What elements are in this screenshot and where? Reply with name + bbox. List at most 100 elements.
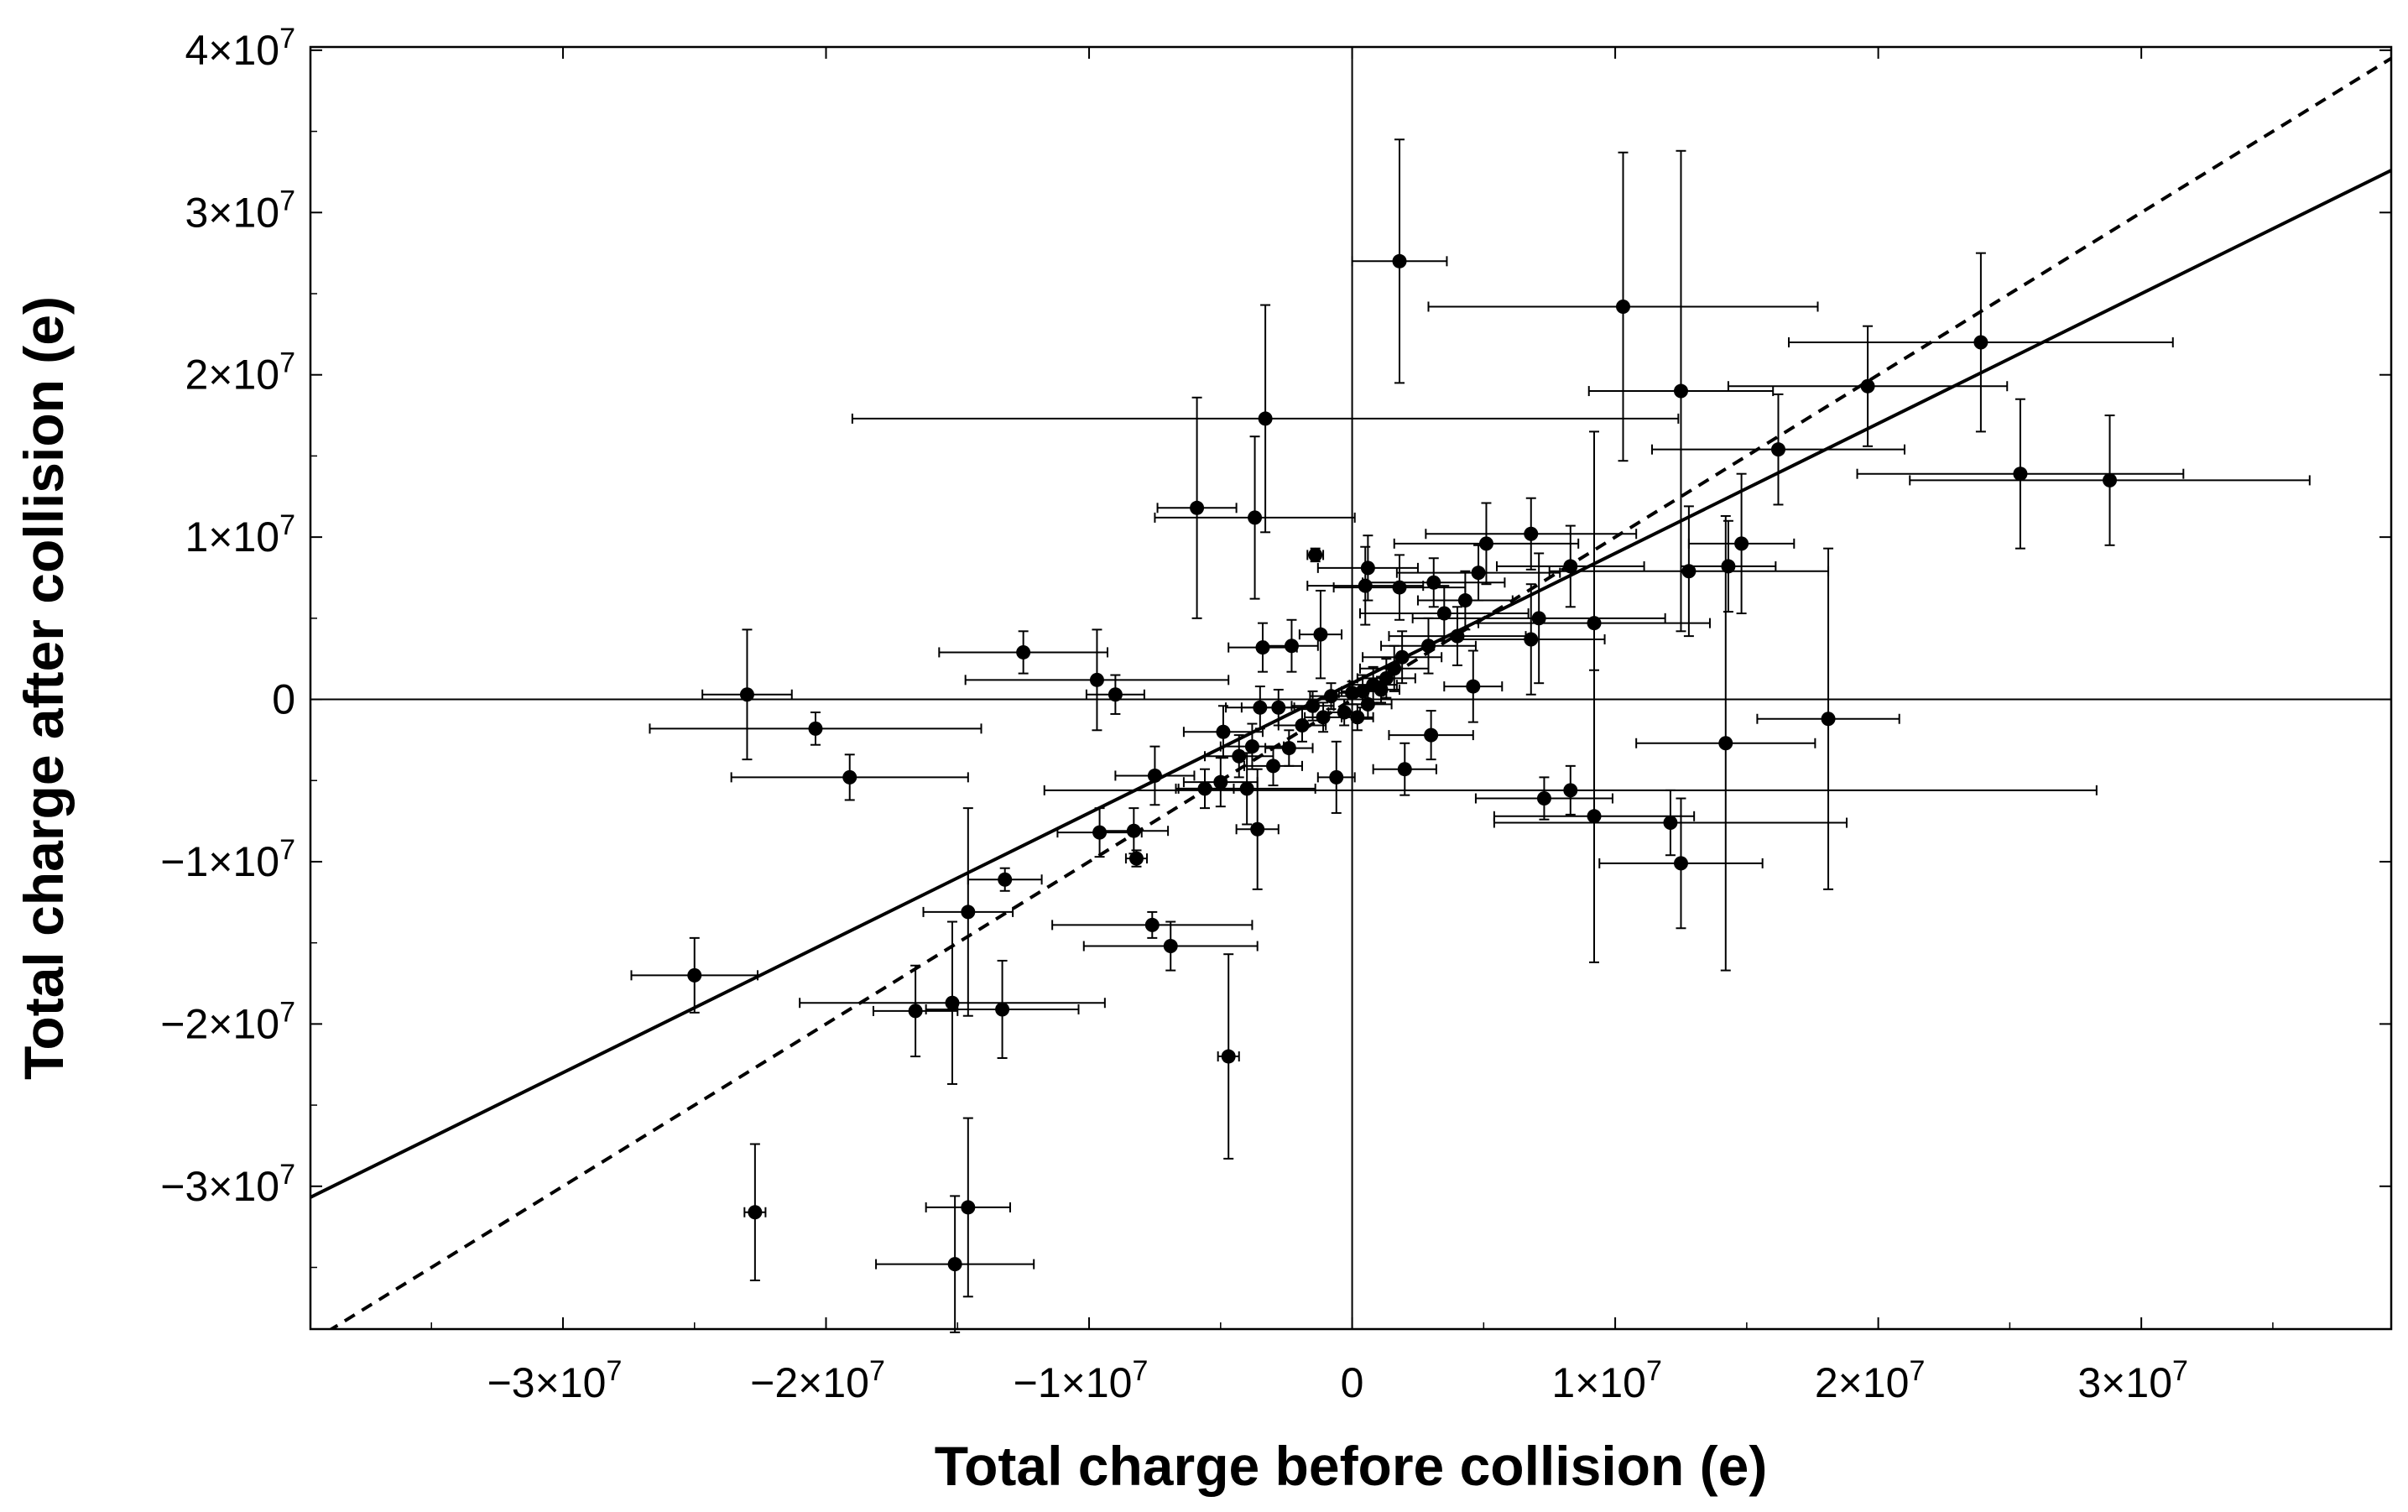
data-point [1114,745,1196,806]
data-point [938,630,1108,675]
data-point [1650,393,1905,506]
data-point [1203,734,1274,779]
point-marker [1524,526,1539,541]
point-marker [1821,712,1836,727]
data-point [1388,606,1527,666]
data-point [964,628,1230,732]
point-marker [1308,547,1323,562]
data-point [1411,552,1666,685]
data-point [1306,547,1325,563]
point-marker [1360,696,1375,712]
y-tick-label: 4×107 [185,23,295,74]
data-point [1309,682,1353,711]
y-tick-label: −3×107 [160,1159,295,1210]
point-marker [1271,700,1286,715]
point-marker [1197,781,1212,796]
data-point [1240,688,1316,727]
data-point [1082,920,1259,972]
point-marker [1128,851,1144,866]
data-point [630,936,758,1014]
data-point [1443,649,1504,723]
data-point [1474,776,1613,821]
point-marker [1536,791,1551,806]
point-marker [1373,682,1389,697]
point-marker [1426,575,1441,590]
point-marker [2013,467,2028,482]
x-tick-label: −3×107 [487,1355,623,1406]
point-marker [1436,606,1452,621]
data-point [851,304,1680,534]
point-marker [1216,724,1231,739]
data-point [1493,669,1696,963]
x-axis-title: Total charge before collision (e) [935,1435,1768,1497]
data-point [1154,435,1356,600]
point-marker [961,1200,976,1215]
data-point [1395,544,1561,602]
y-tick-label: −1×107 [160,834,295,885]
fit-line [310,169,2391,1199]
x-tick-label: 1×107 [1551,1355,1662,1406]
data-point [1217,953,1240,1160]
point-marker [1089,672,1104,687]
point-marker [1663,816,1678,831]
data-point [1343,688,1393,720]
point-marker [1587,616,1602,631]
data-point [1298,589,1343,680]
data-point [1362,675,1401,704]
y-tick-label: 1×107 [185,509,295,560]
point-marker [1563,783,1578,798]
point-marker [1673,383,1688,399]
data-point [1351,138,1448,384]
point-marker [1248,510,1263,525]
point-marker [1721,559,1736,574]
point-marker [748,1205,763,1220]
point-marker [1316,710,1331,725]
point-marker [1108,687,1123,702]
point-marker [1387,661,1402,676]
data-point [1264,618,1319,673]
point-marker [808,721,823,736]
data-point [1548,505,1830,638]
point-marker [961,905,976,920]
data-point [1680,519,1777,613]
data-point [799,920,1106,1085]
point-marker [1255,640,1270,655]
data-point [925,959,1080,1059]
data-point [1043,764,2098,816]
data-point [1362,630,1443,685]
data-point [1909,414,2311,546]
point-marker [1379,670,1394,686]
point-marker [1239,781,1254,796]
data-point [1306,545,1425,626]
point-marker [945,995,960,1010]
data-point [1425,497,1638,571]
point-marker [1284,639,1299,654]
point-marker [1424,727,1439,743]
plot-frame [309,45,2393,1331]
point-marker [1144,917,1160,932]
data-point [1264,729,1314,767]
point-marker [1394,649,1410,665]
point-marker [1450,628,1465,644]
point-marker [1392,253,1407,269]
identity-line [328,56,2391,1329]
data-point [743,1143,767,1281]
data-point [1358,644,1430,692]
point-marker [1563,559,1578,574]
data-point [1587,149,1775,633]
point-marker [1673,856,1688,871]
data-point [875,1195,1035,1333]
data-point [1496,524,1645,608]
data-point [1175,768,1235,810]
data-point [1085,674,1145,715]
point-marker [1306,698,1321,713]
point-marker [1420,639,1436,654]
data-point [1493,789,1848,857]
x-tick-label: −2×107 [750,1355,885,1406]
point-marker [1392,580,1407,595]
data-point [1098,807,1170,855]
data-point [1372,742,1437,796]
data-point [1388,710,1474,761]
point-marker [1313,627,1328,642]
data-point [1051,910,1254,939]
